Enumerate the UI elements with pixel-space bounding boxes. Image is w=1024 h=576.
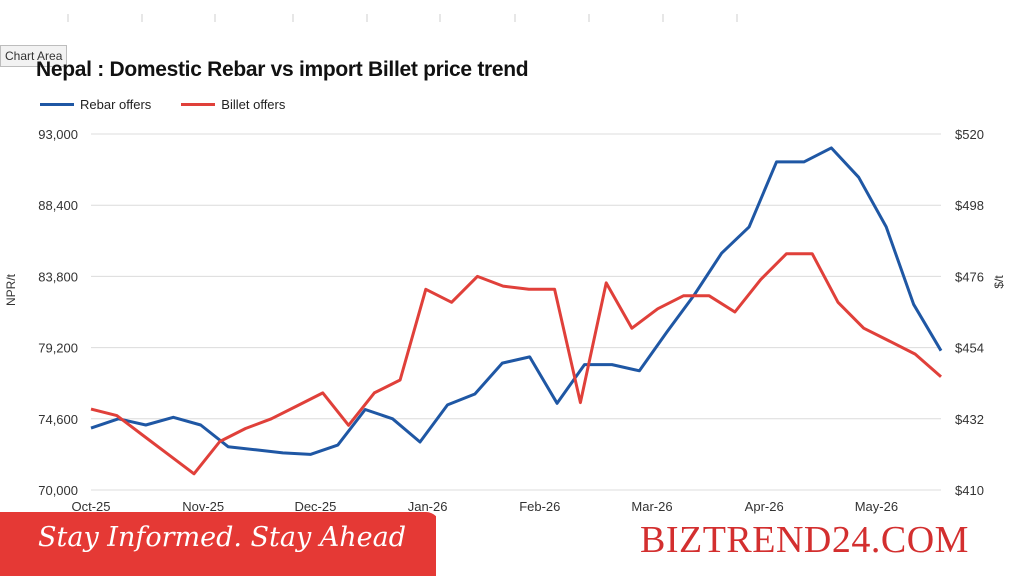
x-tick-label: Apr-26 bbox=[745, 499, 784, 514]
y-tick-label: 70,000 bbox=[38, 483, 78, 498]
legend-label-rebar: Rebar offers bbox=[80, 97, 152, 112]
y2-tick-label: $476 bbox=[955, 269, 984, 284]
y-axis-label: NPR/t bbox=[4, 273, 18, 306]
footer-banner bbox=[0, 512, 446, 576]
y-tick-label: 79,200 bbox=[38, 341, 78, 356]
top-tick-strip bbox=[67, 14, 738, 22]
chart-legend: Rebar offers Billet offers bbox=[40, 97, 285, 112]
brand-logo[interactable]: BIZTREND24.COM bbox=[640, 519, 969, 561]
x-tick-label: Dec-25 bbox=[294, 499, 336, 514]
legend-item-rebar: Rebar offers bbox=[40, 97, 151, 112]
line-chart: 93,000 $520 88,400 $498 83,800 $476 79,200 $454… bbox=[4, 127, 1006, 514]
y2-tick-label: $410 bbox=[955, 483, 984, 498]
y2-tick-label: $520 bbox=[955, 127, 984, 142]
y-tick-label: 83,800 bbox=[38, 269, 78, 284]
chart-area-tooltip: Chart Area bbox=[0, 45, 68, 67]
x-tick-label: Jan-26 bbox=[408, 499, 448, 514]
y-tick-label: 74,600 bbox=[38, 412, 78, 427]
legend-swatch-rebar bbox=[40, 103, 74, 106]
series-line-rebar bbox=[90, 146, 943, 456]
y2-tick-label: $454 bbox=[955, 341, 984, 356]
footer-slogan: Stay Informed. Stay Ahead bbox=[38, 522, 407, 553]
x-tick-label: Nov-25 bbox=[182, 499, 224, 514]
legend-label-billet: Billet offers bbox=[221, 97, 286, 112]
x-tick-label: Mar-26 bbox=[631, 499, 672, 514]
series-line-billet bbox=[90, 252, 942, 476]
x-tick-label: Feb-26 bbox=[519, 499, 560, 514]
y2-tick-label: $432 bbox=[955, 412, 984, 427]
y2-tick-label: $498 bbox=[955, 198, 984, 213]
x-tick-label: Oct-25 bbox=[71, 499, 110, 514]
chart-title: Nepal : Domestic Rebar vs import Billet … bbox=[36, 58, 529, 81]
y-tick-label: 88,400 bbox=[38, 198, 78, 213]
y2-axis-label: $/t bbox=[992, 275, 1006, 289]
x-tick-label: May-26 bbox=[855, 499, 898, 514]
legend-swatch-billet bbox=[181, 103, 216, 106]
y-tick-label: 93,000 bbox=[38, 127, 78, 142]
legend-item-billet: Billet offers bbox=[181, 97, 285, 112]
